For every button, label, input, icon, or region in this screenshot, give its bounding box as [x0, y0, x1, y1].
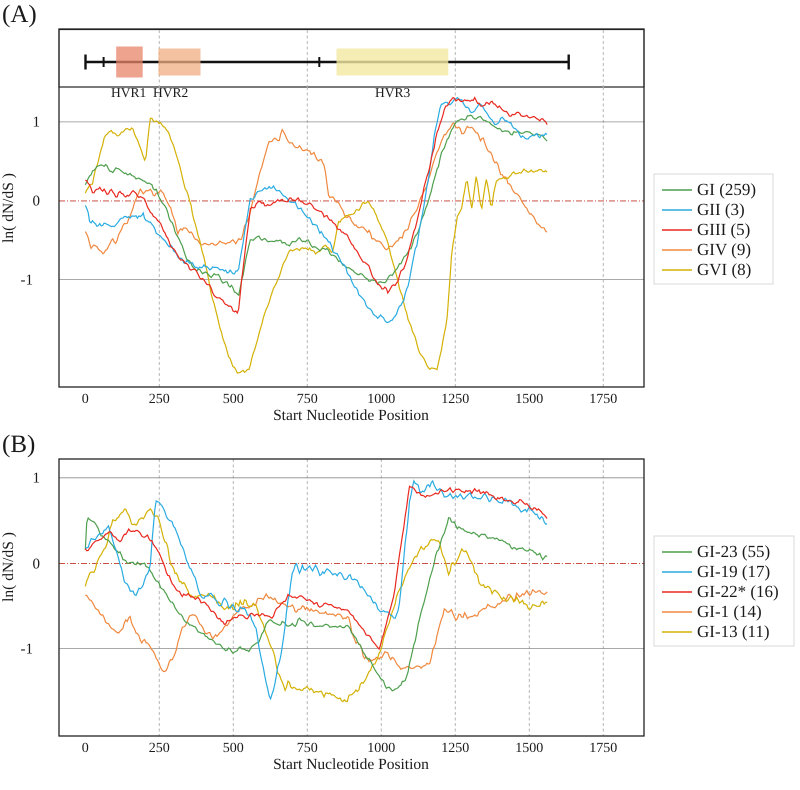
svg-text:250: 250 [149, 741, 170, 756]
svg-text:ln( dN/dS ): ln( dN/dS ) [0, 173, 17, 243]
svg-text:500: 500 [223, 392, 244, 407]
svg-text:500: 500 [223, 741, 244, 756]
svg-text:GI-23 (55): GI-23 (55) [697, 542, 770, 561]
svg-text:GI-13 (11): GI-13 (11) [697, 622, 770, 641]
svg-text:750: 750 [297, 392, 318, 407]
svg-text:GI-19 (17): GI-19 (17) [697, 562, 770, 581]
svg-text:1000: 1000 [367, 392, 395, 407]
svg-text:1250: 1250 [441, 741, 469, 756]
svg-text:ln( dN/dS ): ln( dN/dS ) [0, 532, 17, 602]
svg-text:-1: -1 [21, 273, 34, 289]
svg-text:1500: 1500 [515, 741, 543, 756]
svg-text:1250: 1250 [441, 392, 469, 407]
svg-text:Start Nucleotide Position: Start Nucleotide Position [273, 756, 429, 773]
svg-text:GVI (8): GVI (8) [697, 260, 751, 279]
svg-text:GI-1 (14): GI-1 (14) [697, 602, 762, 621]
svg-text:1500: 1500 [515, 392, 543, 407]
svg-text:GI (259): GI (259) [697, 180, 756, 199]
svg-text:1750: 1750 [589, 392, 617, 407]
svg-text:HVR2: HVR2 [153, 85, 188, 100]
svg-text:0: 0 [82, 741, 89, 756]
svg-text:1: 1 [33, 471, 41, 487]
svg-text:GI-22* (16): GI-22* (16) [697, 582, 779, 601]
svg-text:750: 750 [297, 741, 318, 756]
svg-text:1750: 1750 [589, 741, 617, 756]
svg-text:1: 1 [33, 115, 41, 131]
svg-text:HVR3: HVR3 [375, 85, 411, 100]
svg-text:0: 0 [33, 194, 41, 210]
svg-text:Start Nucleotide Position: Start Nucleotide Position [273, 407, 429, 424]
svg-text:HVR1: HVR1 [111, 85, 146, 100]
svg-text:(B): (B) [2, 431, 35, 458]
svg-text:250: 250 [149, 392, 170, 407]
svg-text:-1: -1 [21, 642, 34, 658]
svg-text:GIII (5): GIII (5) [697, 220, 750, 239]
svg-text:0: 0 [33, 557, 41, 573]
svg-text:GII (3): GII (3) [697, 200, 745, 219]
svg-text:0: 0 [82, 392, 89, 407]
svg-text:GIV (9): GIV (9) [697, 240, 751, 259]
svg-text:(A): (A) [2, 1, 37, 28]
svg-text:1000: 1000 [367, 741, 395, 756]
